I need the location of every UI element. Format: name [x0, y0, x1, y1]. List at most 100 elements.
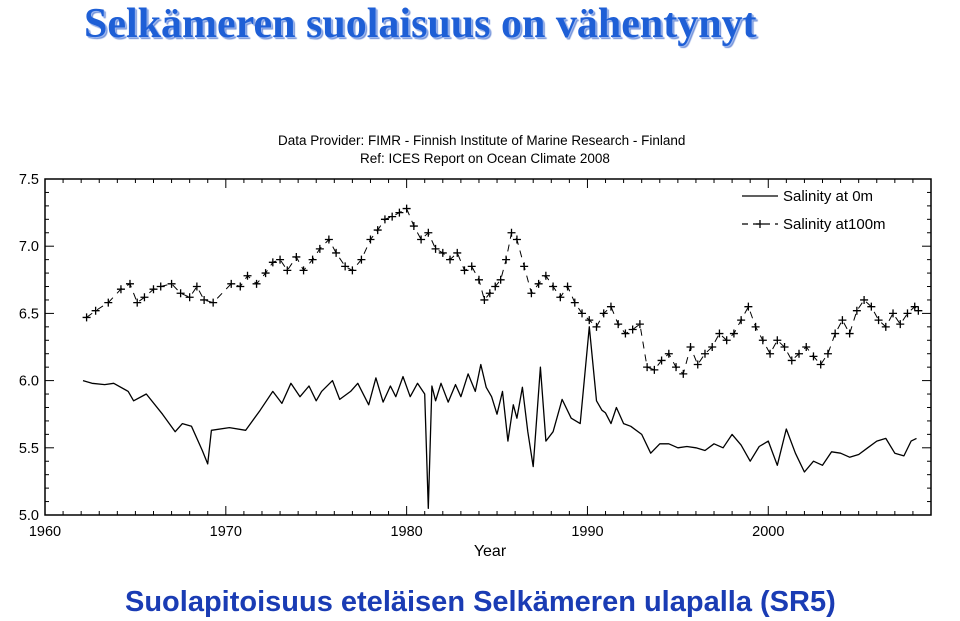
plot-frame — [44, 178, 932, 516]
series-marker-100m — [693, 360, 702, 369]
series-marker-100m — [409, 222, 418, 231]
series-marker-100m — [729, 329, 738, 338]
series-marker-100m — [502, 255, 511, 264]
series-marker-100m — [512, 235, 521, 244]
series-marker-100m — [585, 316, 594, 325]
series-marker-100m — [874, 316, 883, 325]
series-marker-100m — [867, 302, 876, 311]
series-marker-100m — [621, 329, 630, 338]
series-marker-100m — [453, 248, 462, 257]
y-tick-label: 7.5 — [19, 172, 39, 188]
y-axis: 5.0 5.5 6.0 6.5 7.0 7.5 — [19, 172, 931, 524]
series-marker-100m — [185, 293, 194, 302]
series-marker-100m — [914, 306, 923, 315]
series-marker-100m — [283, 266, 292, 275]
y-tick-label: 6.0 — [19, 374, 39, 390]
series-marker-100m — [860, 295, 869, 304]
series-marker-100m — [787, 356, 796, 365]
legend-marker-100m — [756, 220, 764, 228]
series-marker-100m — [438, 248, 447, 257]
x-tick-label: 1970 — [210, 524, 242, 540]
series-marker-100m — [614, 320, 623, 329]
series-marker-100m — [795, 349, 804, 358]
series-marker-100m — [192, 282, 201, 291]
series-marker-100m — [737, 316, 746, 325]
series-marker-100m — [838, 316, 847, 325]
series-marker-100m — [417, 235, 426, 244]
data-provider-label: Data Provider: FIMR - Finnish Institute … — [278, 133, 685, 148]
series-marker-100m — [635, 320, 644, 329]
series-marker-100m — [261, 269, 270, 278]
series-marker-100m — [708, 343, 717, 351]
series-marker-100m — [570, 298, 579, 307]
series-marker-100m — [628, 325, 637, 334]
y-tick-label: 5.5 — [19, 441, 39, 457]
series-marker-100m — [341, 262, 350, 271]
series-marker-100m — [104, 298, 113, 307]
series-marker-100m — [852, 306, 861, 315]
series-marker-100m — [643, 363, 652, 372]
salinity-chart: Data Provider: FIMR - Finnish Institute … — [19, 133, 932, 560]
legend-label-surface: Salinity at 0m — [783, 188, 873, 205]
x-tick-label: 1990 — [571, 524, 603, 540]
series-marker-100m — [446, 255, 455, 264]
series-marker-100m — [474, 275, 483, 284]
series-marker-100m — [348, 266, 357, 275]
series-marker-100m — [395, 208, 404, 217]
series-marker-100m — [366, 235, 375, 244]
series-marker-100m — [700, 349, 709, 358]
slide-title: Selkämeren suolaisuus on vähentynyt — [84, 1, 757, 47]
series-marker-100m — [780, 343, 789, 351]
series-marker-100m — [549, 282, 558, 291]
series-marker-100m — [556, 293, 565, 302]
series-marker-100m — [773, 336, 782, 345]
x-tick-label: 2000 — [752, 524, 784, 540]
series-marker-100m — [373, 226, 382, 235]
x-tick-label: 1960 — [29, 524, 61, 540]
series-marker-100m — [227, 279, 236, 288]
series-marker-100m — [831, 329, 840, 338]
series-marker-100m — [686, 343, 695, 351]
series-marker-100m — [722, 336, 731, 345]
series-marker-100m — [116, 285, 125, 294]
series-marker-100m — [599, 309, 608, 318]
y-tick-label: 6.5 — [19, 306, 39, 322]
series-marker-100m — [881, 322, 890, 331]
legend: Salinity at 0m Salinity at100m — [742, 188, 886, 233]
series-marker-100m — [460, 266, 469, 275]
series-marker-100m — [657, 356, 666, 365]
series-marker-100m — [896, 320, 905, 329]
series-marker-100m — [606, 302, 615, 311]
series-marker-100m — [889, 309, 898, 318]
series-marker-100m — [299, 266, 308, 275]
series-marker-100m — [133, 298, 142, 307]
series-marker-100m — [149, 285, 158, 294]
series-marker-100m — [534, 279, 543, 288]
series-marker-100m — [402, 204, 411, 213]
y-tick-label: 7.0 — [19, 239, 39, 255]
x-axis-label: Year — [474, 543, 507, 560]
series-marker-100m — [252, 279, 261, 288]
series-marker-100m — [292, 252, 301, 261]
series-marker-100m — [491, 282, 500, 291]
series-marker-100m — [744, 302, 753, 311]
series-marker-100m — [467, 262, 476, 271]
series-marker-100m — [308, 255, 317, 264]
series-marker-100m — [167, 279, 176, 288]
series-marker-100m — [592, 322, 601, 331]
series-marker-100m — [527, 289, 536, 298]
series-line-100m — [86, 207, 919, 375]
series-marker-100m — [91, 306, 100, 315]
series-marker-100m — [802, 343, 811, 351]
series-marker-100m — [236, 282, 245, 291]
series-marker-100m — [209, 298, 218, 307]
series-marker-100m — [431, 244, 440, 253]
y-tick-label: 5.0 — [19, 508, 39, 524]
series-marker-100m — [496, 275, 505, 284]
series-marker-100m — [480, 295, 489, 304]
series-marker-100m — [910, 302, 919, 311]
series-marker-100m — [276, 255, 285, 264]
series-marker-100m — [200, 295, 209, 304]
series-marker-100m — [388, 212, 397, 221]
series-marker-100m — [758, 336, 767, 345]
